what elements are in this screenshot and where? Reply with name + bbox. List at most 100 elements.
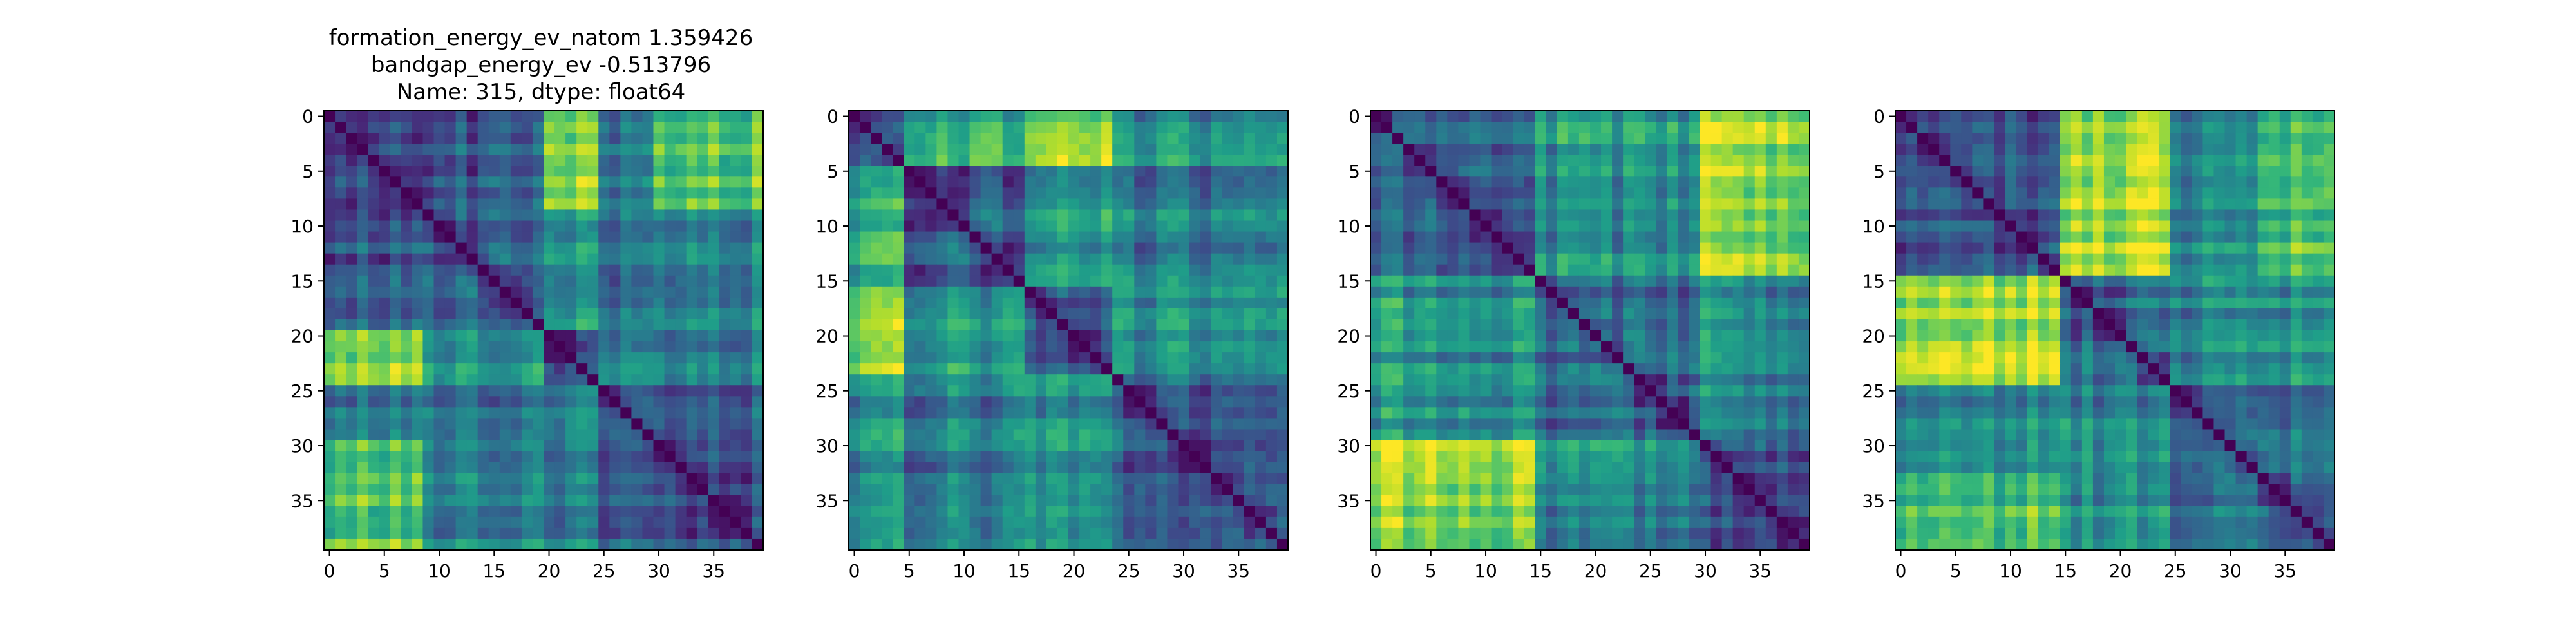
heatmap-cell (741, 308, 753, 320)
heatmap-cell (1244, 341, 1256, 353)
heatmap-cell (324, 231, 336, 243)
heatmap-cell (2027, 122, 2039, 133)
heatmap-cell (1710, 242, 1723, 254)
heatmap-cell (1068, 297, 1080, 309)
heatmap-cell (980, 330, 992, 342)
heatmap-cell (521, 440, 533, 452)
heatmap-cell (947, 133, 960, 144)
heatmap-cell (1167, 352, 1179, 364)
heatmap-cell (1255, 122, 1267, 133)
heatmap-cell (499, 187, 511, 199)
heatmap-cell (521, 297, 533, 309)
heatmap-cell (357, 495, 368, 507)
heatmap-cell (521, 330, 533, 342)
heatmap-cell (1178, 198, 1190, 211)
heatmap-cell (532, 374, 544, 386)
heatmap-cell (544, 187, 555, 199)
heatmap-cell (565, 396, 577, 408)
heatmap-cell (914, 111, 926, 122)
heatmap-cell (1491, 484, 1503, 496)
heatmap-cell (1491, 275, 1503, 287)
heatmap-cell (1458, 122, 1470, 133)
y-tick-label: 30 (290, 435, 314, 457)
heatmap-cell (1002, 264, 1014, 276)
heatmap-cell (1046, 166, 1058, 177)
heatmap-cell (1601, 264, 1613, 276)
heatmap-cell (664, 538, 676, 551)
heatmap-cell (488, 462, 500, 474)
heatmap-cell (554, 253, 566, 265)
heatmap-cell (664, 187, 676, 199)
heatmap-cell (335, 209, 346, 222)
heatmap-cell (1787, 220, 1799, 232)
heatmap-cell (1743, 133, 1756, 144)
heatmap-cell (554, 330, 566, 342)
heatmap-cell (1765, 506, 1777, 518)
heatmap-cell (730, 407, 742, 419)
heatmap-cell (1578, 385, 1591, 397)
heatmap-cell (1035, 319, 1047, 331)
heatmap-cell (1079, 286, 1091, 298)
heatmap-cell (1276, 374, 1289, 386)
heatmap-cell (521, 253, 533, 265)
heatmap-cell (697, 275, 709, 287)
heatmap-cell (1480, 133, 1492, 144)
heatmap-cell (1112, 396, 1124, 408)
heatmap-cell (510, 264, 522, 276)
heatmap-cell (1123, 144, 1135, 155)
heatmap-cell (521, 187, 533, 199)
heatmap-cell (544, 133, 555, 144)
heatmap-cell (1101, 363, 1113, 375)
heatmap-cell (914, 319, 926, 331)
heatmap-cell (379, 275, 390, 287)
heatmap-cell (1265, 506, 1278, 518)
heatmap-cell (1743, 187, 1756, 199)
heatmap-cell (631, 264, 643, 276)
heatmap-cell (1403, 253, 1415, 265)
heatmap-cell (1392, 341, 1404, 353)
heatmap-cell (368, 440, 379, 452)
heatmap-cell (466, 440, 478, 452)
heatmap-cell (1068, 341, 1080, 353)
heatmap-cell (1436, 264, 1448, 276)
heatmap-cell (1068, 330, 1080, 342)
heatmap-cell (1524, 385, 1536, 397)
heatmap-cell (576, 209, 588, 222)
heatmap-cell (1710, 385, 1723, 397)
heatmap-cell (1623, 516, 1634, 529)
heatmap-cell (675, 133, 687, 144)
heatmap-cell (1211, 418, 1223, 430)
heatmap-cell (1710, 220, 1723, 232)
heatmap-cell (1370, 122, 1382, 133)
heatmap-cell (1057, 166, 1069, 177)
heatmap-cell (719, 407, 731, 419)
heatmap-cell (1035, 462, 1047, 474)
heatmap-cell (969, 462, 981, 474)
heatmap-cell (1700, 275, 1712, 287)
heatmap-cell (1557, 253, 1569, 265)
heatmap-cell (1276, 484, 1289, 496)
heatmap-cell (554, 166, 566, 177)
heatmap-cell (598, 187, 610, 199)
heatmap-cell (980, 111, 992, 122)
heatmap-cell (1928, 111, 1940, 122)
heatmap-cell (1754, 187, 1766, 199)
heatmap-cell (1557, 418, 1569, 430)
heatmap-cell (1068, 440, 1080, 452)
heatmap-cell (1557, 385, 1569, 397)
heatmap-cell (1057, 319, 1069, 331)
heatmap-cell (1068, 308, 1080, 320)
heatmap-cell (1535, 242, 1547, 254)
heatmap-cell (1222, 144, 1234, 155)
heatmap-cell (1392, 220, 1404, 232)
heatmap-cell (1601, 253, 1613, 265)
heatmap-cell (1612, 516, 1624, 529)
heatmap-cell (893, 166, 904, 177)
heatmap-cell (444, 341, 457, 353)
heatmap-cell (849, 220, 860, 232)
heatmap-cell (335, 506, 346, 518)
heatmap-cell (969, 330, 981, 342)
heatmap-cell (1392, 374, 1404, 386)
heatmap-cell (980, 363, 992, 375)
heatmap-cell (587, 495, 599, 507)
